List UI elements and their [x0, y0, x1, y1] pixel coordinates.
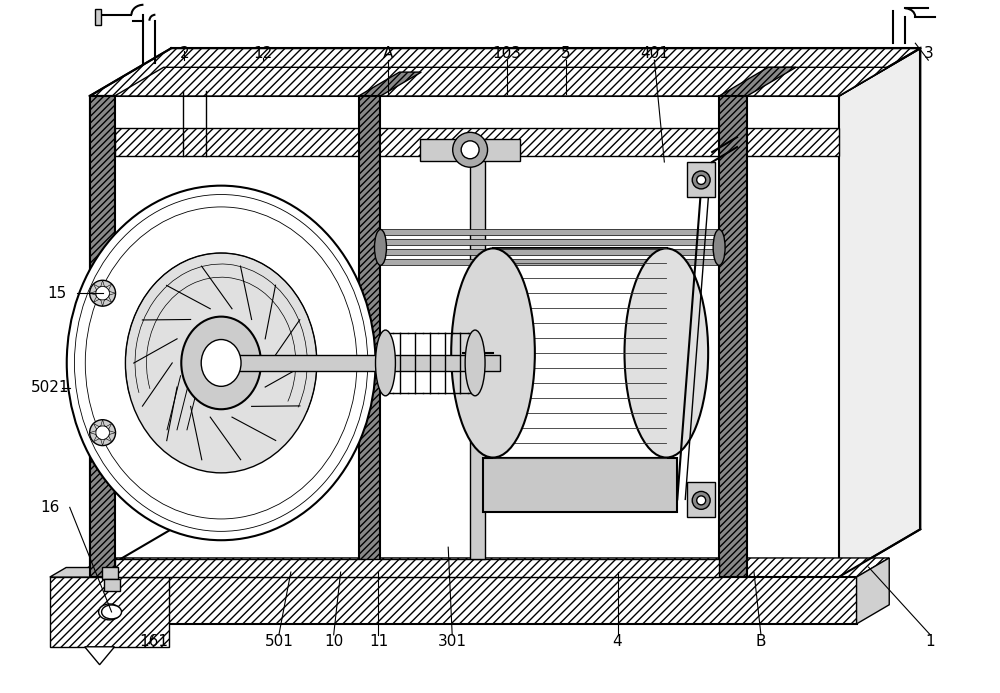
Bar — [104, 579, 120, 591]
Bar — [90, 96, 839, 577]
Polygon shape — [93, 423, 99, 429]
Text: 5021: 5021 — [31, 380, 69, 395]
Polygon shape — [719, 67, 796, 96]
Text: 4: 4 — [613, 634, 622, 649]
Polygon shape — [109, 431, 116, 435]
Bar — [719, 96, 747, 577]
Text: A: A — [383, 46, 394, 61]
Bar — [380, 229, 719, 236]
Circle shape — [90, 280, 116, 306]
Ellipse shape — [713, 229, 725, 265]
Polygon shape — [101, 280, 104, 286]
Bar — [115, 559, 719, 577]
Polygon shape — [106, 423, 112, 429]
Polygon shape — [90, 431, 96, 435]
Polygon shape — [90, 292, 96, 295]
Text: 5: 5 — [561, 46, 571, 61]
Text: 1: 1 — [925, 634, 935, 649]
Ellipse shape — [465, 330, 485, 396]
Text: 10: 10 — [324, 634, 343, 649]
Polygon shape — [839, 49, 920, 577]
Text: 3: 3 — [923, 46, 933, 61]
Ellipse shape — [181, 317, 261, 410]
Polygon shape — [857, 558, 889, 624]
Ellipse shape — [697, 496, 706, 505]
Polygon shape — [109, 292, 116, 295]
Text: 161: 161 — [139, 634, 168, 649]
Polygon shape — [106, 284, 112, 290]
Ellipse shape — [461, 141, 479, 159]
Circle shape — [96, 286, 110, 300]
Bar — [380, 239, 719, 245]
Bar — [380, 249, 719, 255]
Polygon shape — [93, 436, 99, 442]
Ellipse shape — [624, 248, 708, 457]
Bar — [470, 156, 485, 559]
Polygon shape — [85, 647, 115, 665]
Bar — [90, 96, 115, 577]
Ellipse shape — [102, 605, 122, 619]
Ellipse shape — [201, 340, 241, 386]
Polygon shape — [90, 49, 920, 96]
Bar — [493, 248, 667, 457]
Polygon shape — [72, 558, 889, 577]
Bar — [420, 139, 520, 161]
Ellipse shape — [376, 330, 395, 396]
Bar — [95, 9, 101, 25]
Ellipse shape — [67, 186, 376, 541]
Polygon shape — [101, 300, 104, 306]
Text: 301: 301 — [438, 634, 467, 649]
Bar — [50, 577, 169, 647]
Bar — [483, 457, 677, 512]
Text: 2: 2 — [179, 46, 189, 61]
Polygon shape — [101, 420, 104, 426]
Bar — [359, 96, 380, 577]
Ellipse shape — [697, 175, 706, 184]
Circle shape — [96, 426, 110, 439]
Bar — [687, 162, 715, 197]
Ellipse shape — [375, 229, 386, 265]
Text: 12: 12 — [253, 46, 273, 61]
Ellipse shape — [453, 132, 488, 167]
Polygon shape — [93, 297, 99, 302]
Polygon shape — [106, 436, 112, 442]
Text: 401: 401 — [640, 46, 669, 61]
Bar — [221, 355, 500, 371]
Ellipse shape — [99, 604, 121, 620]
Text: 16: 16 — [40, 500, 59, 515]
Polygon shape — [106, 297, 112, 302]
Text: 11: 11 — [369, 634, 388, 649]
Text: B: B — [756, 634, 766, 649]
Ellipse shape — [125, 253, 317, 473]
Text: 103: 103 — [492, 46, 521, 61]
Text: 501: 501 — [264, 634, 293, 649]
Ellipse shape — [692, 171, 710, 189]
Ellipse shape — [692, 491, 710, 509]
Text: 15: 15 — [47, 286, 66, 301]
Ellipse shape — [451, 248, 535, 457]
Polygon shape — [115, 67, 888, 96]
Bar — [115, 128, 839, 156]
Bar — [687, 482, 715, 517]
Polygon shape — [50, 568, 186, 577]
Polygon shape — [101, 439, 104, 446]
Bar — [72, 577, 857, 624]
Circle shape — [90, 420, 116, 446]
Polygon shape — [93, 284, 99, 290]
Polygon shape — [359, 72, 421, 96]
Bar — [102, 567, 118, 579]
Bar — [380, 259, 719, 265]
